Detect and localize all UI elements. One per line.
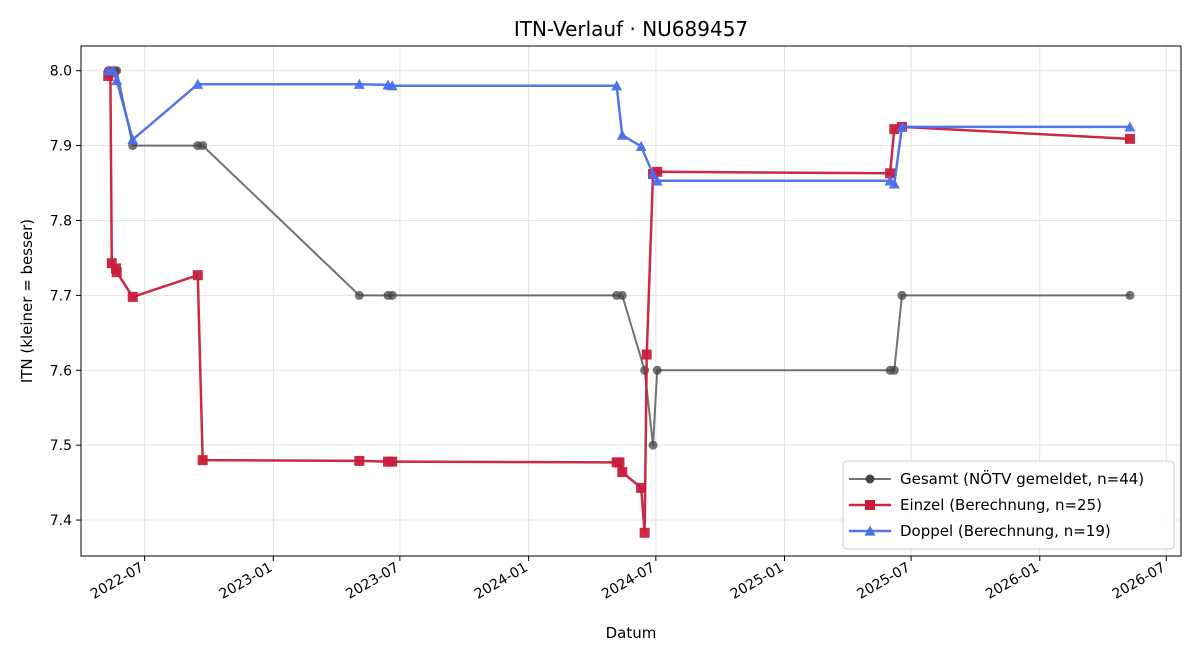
y-tick-label: 7.6 bbox=[50, 363, 72, 379]
data-point bbox=[354, 290, 364, 300]
data-point bbox=[197, 455, 208, 466]
data-point bbox=[127, 134, 139, 145]
data-point bbox=[614, 457, 625, 468]
x-axis-label: Datum bbox=[606, 624, 657, 642]
data-point bbox=[192, 78, 204, 89]
legend-label: Doppel (Berechnung, n=19) bbox=[900, 522, 1111, 540]
series-triangle bbox=[102, 65, 1136, 189]
data-point bbox=[641, 349, 652, 360]
series-layer bbox=[102, 65, 1136, 538]
legend-label: Gesamt (NÖTV gemeldet, n=44) bbox=[900, 469, 1144, 488]
data-point bbox=[1124, 121, 1136, 132]
data-point bbox=[639, 527, 650, 538]
data-point bbox=[647, 168, 659, 179]
y-axis-label: ITN (kleiner = besser) bbox=[18, 219, 36, 383]
legend-box bbox=[842, 460, 1175, 550]
data-point bbox=[885, 168, 896, 179]
data-point bbox=[387, 290, 397, 300]
data-point bbox=[616, 129, 628, 140]
data-point bbox=[127, 291, 138, 302]
data-point bbox=[889, 124, 900, 135]
y-tick-label: 7.7 bbox=[50, 288, 72, 304]
data-point bbox=[897, 290, 907, 300]
y-tick-label: 7.9 bbox=[50, 139, 72, 155]
chart-title: ITN-Verlauf · NU689457 bbox=[514, 17, 748, 41]
data-point bbox=[107, 65, 119, 76]
legend-marker bbox=[864, 525, 876, 536]
data-point bbox=[636, 482, 647, 493]
data-point bbox=[111, 74, 123, 86]
data-point bbox=[611, 80, 623, 91]
data-point bbox=[106, 258, 117, 269]
data-point bbox=[888, 178, 900, 189]
legend-marker bbox=[865, 500, 875, 510]
y-tick-label: 7.5 bbox=[50, 438, 72, 454]
data-point bbox=[635, 140, 647, 152]
data-point bbox=[192, 270, 203, 281]
legend-label: Einzel (Berechnung, n=25) bbox=[900, 496, 1102, 514]
y-tick-label: 8.0 bbox=[50, 64, 72, 80]
data-point bbox=[111, 267, 122, 278]
data-point bbox=[1124, 133, 1135, 144]
data-point bbox=[354, 455, 365, 466]
data-point bbox=[353, 78, 365, 89]
data-point bbox=[652, 365, 662, 375]
data-point bbox=[896, 121, 908, 132]
plot-frame bbox=[80, 45, 1182, 557]
data-point bbox=[617, 467, 628, 478]
data-point bbox=[889, 365, 899, 375]
data-point bbox=[387, 456, 398, 467]
data-point bbox=[617, 290, 627, 300]
legend-marker bbox=[865, 474, 875, 484]
data-point bbox=[386, 80, 398, 91]
y-tick-label: 7.8 bbox=[50, 213, 72, 229]
data-point bbox=[648, 440, 658, 450]
data-point bbox=[198, 141, 208, 151]
data-point bbox=[651, 175, 663, 186]
legend: Gesamt (NÖTV gemeldet, n=44) Einzel (Bere… bbox=[842, 460, 1175, 550]
y-tick-label: 7.4 bbox=[50, 513, 72, 529]
data-point bbox=[1125, 290, 1135, 300]
data-point bbox=[652, 166, 663, 177]
